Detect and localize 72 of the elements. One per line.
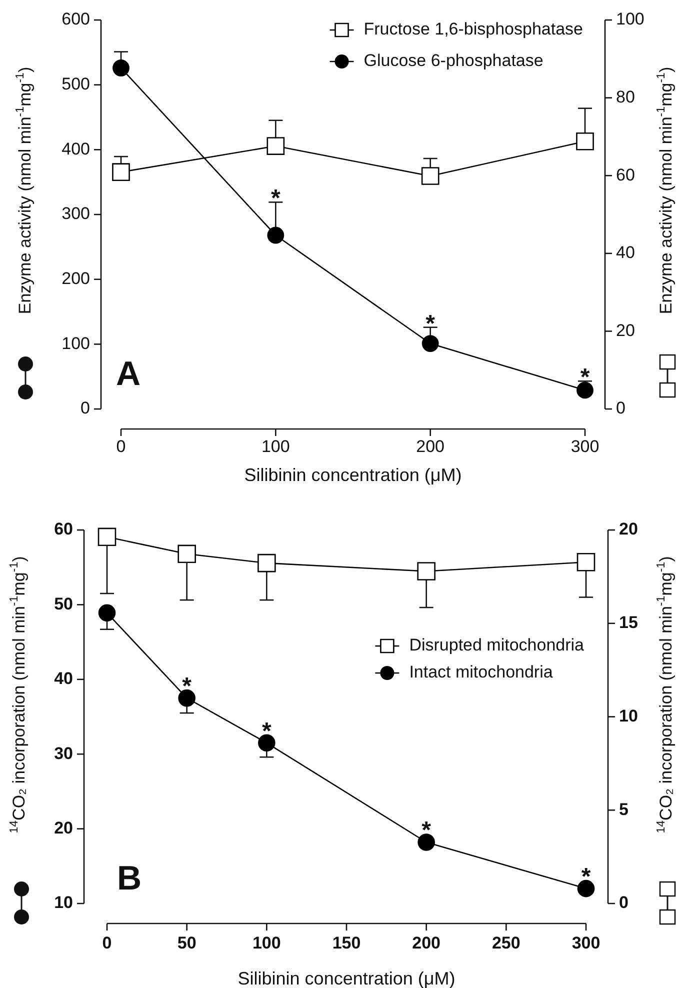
y-tick-label: 30 <box>54 744 73 763</box>
y2-tick-label: 0 <box>619 893 628 912</box>
x-tick-label: 50 <box>177 934 196 953</box>
point <box>112 60 130 76</box>
y2-tick-label: 10 <box>619 706 638 726</box>
y-axis-title: 14CO₂ incorporation (nmol min-1mg-1) <box>8 556 29 834</box>
annotation: * <box>426 310 436 338</box>
annotation: B <box>117 860 142 898</box>
legend-label: Disrupted mitochondria <box>409 636 585 655</box>
y2-tick-label: 15 <box>619 613 638 632</box>
y-tick-label: 600 <box>62 10 90 29</box>
annotation: * <box>422 817 432 844</box>
annotation: * <box>182 673 192 700</box>
y-tick-label: 20 <box>54 818 73 838</box>
legend-label: Fructose 1,6-bisphosphatase <box>364 20 584 39</box>
x-tick-label: 0 <box>102 934 112 953</box>
point <box>267 226 284 244</box>
x-tick-label: 200 <box>416 437 445 456</box>
point <box>421 167 440 185</box>
point <box>422 335 439 352</box>
y2-tick-label: 5 <box>619 800 628 819</box>
x-axis-title: Silibinin concentration (μM) <box>238 968 456 988</box>
y-tick-label: 200 <box>62 269 90 288</box>
x-tick-label: 200 <box>412 934 441 953</box>
annotation: A <box>116 355 141 393</box>
annotation: * <box>580 364 590 392</box>
y2-axis-title: Enzyme activity (nmol min-1mg-1) <box>656 66 676 314</box>
point <box>418 834 435 851</box>
point <box>98 604 116 622</box>
y2-tick-label: 80 <box>616 87 635 106</box>
legend-label: Intact mitochondria <box>409 662 554 682</box>
x-tick-label: 100 <box>252 934 281 953</box>
annotation: * <box>581 864 592 891</box>
y-tick-label: 400 <box>62 139 90 158</box>
point <box>258 734 276 752</box>
y2-tick-label: 60 <box>616 165 635 184</box>
x-axis-title: Silibinin concentration (μM) <box>244 464 462 485</box>
y-tick-label: 500 <box>62 74 90 94</box>
y-tick-label: 60 <box>54 520 73 539</box>
y2-tick-label: 100 <box>616 10 644 29</box>
x-tick-label: 300 <box>570 437 600 456</box>
legend-label: Glucose 6-phosphatase <box>364 51 544 70</box>
y-tick-label: 50 <box>54 594 73 614</box>
y2-tick-label: 40 <box>616 243 635 262</box>
point <box>576 552 596 572</box>
point <box>112 163 130 182</box>
point <box>178 689 196 707</box>
x-tick-label: 300 <box>572 934 600 953</box>
x-tick-label: 0 <box>116 437 126 456</box>
point <box>266 137 285 155</box>
point <box>577 880 595 898</box>
y-tick-label: 10 <box>54 893 73 912</box>
y-axis-title: Enzyme activity (nmol min-1mg-1) <box>14 66 35 314</box>
y-tick-label: 40 <box>54 669 73 688</box>
y-tick-label: 100 <box>62 334 90 353</box>
annotation: * <box>270 185 281 212</box>
y-tick-label: 300 <box>62 204 90 224</box>
point <box>576 132 594 150</box>
y2-tick-label: 20 <box>616 320 635 340</box>
y2-axis-title: 14CO₂ incorporation (nmol min-1mg-1) <box>656 556 676 834</box>
point <box>417 562 436 580</box>
annotation: * <box>262 718 272 745</box>
point <box>98 528 116 546</box>
point <box>178 544 196 564</box>
y-tick-label: 0 <box>80 398 90 418</box>
y2-tick-label: 0 <box>616 398 626 418</box>
x-tick-label: 100 <box>261 437 290 456</box>
y2-tick-label: 20 <box>619 520 638 539</box>
point <box>258 554 276 572</box>
x-tick-label: 150 <box>332 934 361 953</box>
point <box>576 382 594 399</box>
x-tick-label: 250 <box>492 934 520 953</box>
